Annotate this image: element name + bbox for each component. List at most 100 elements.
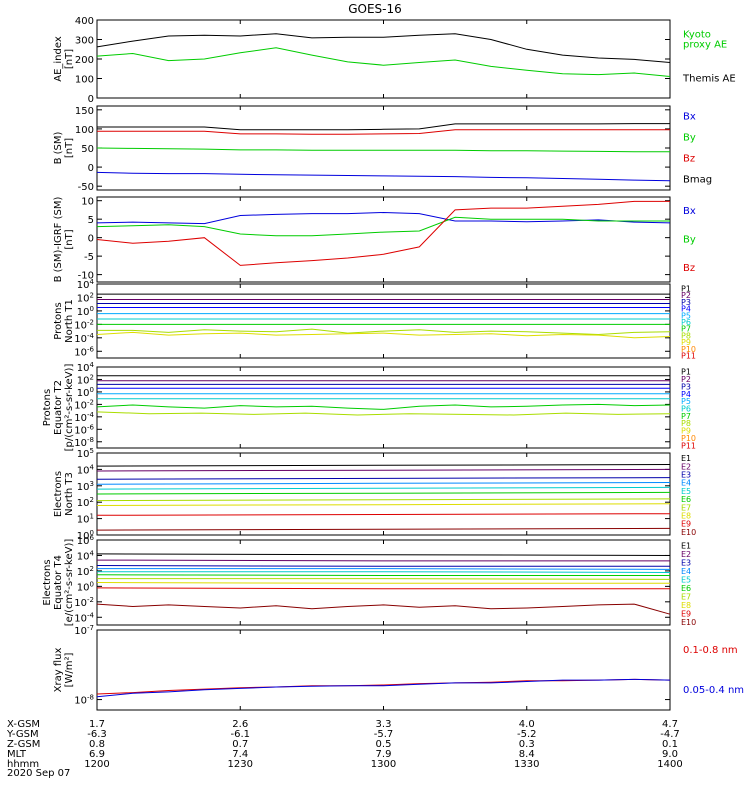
- series-line-e1: [96, 464, 671, 467]
- ephemeris-value: 0.5: [376, 739, 392, 750]
- series-line-0-05-0-4-nm: [96, 678, 671, 698]
- y-axis-label: [p/(cm²-s-sr-keV)]: [64, 364, 75, 452]
- series-line-e5: [96, 486, 671, 490]
- date-label: 2020 Sep 07: [7, 768, 70, 779]
- legend-p6: P6: [681, 405, 691, 414]
- series-line-e6: [96, 574, 670, 576]
- y-tick-label: 10-4: [74, 332, 94, 345]
- y-tick-label: 100: [77, 580, 94, 593]
- legend-e4: E4: [681, 479, 691, 488]
- series-line-by: [96, 216, 670, 237]
- y-tick-label: 10-6: [74, 345, 94, 358]
- y-tick-label: 100: [75, 125, 94, 136]
- legend-p2: P2: [681, 291, 691, 300]
- series-line-e9: [96, 587, 670, 590]
- legend-label: Kyoto: [683, 30, 711, 41]
- ephemeris-row-label: X-GSM: [7, 719, 40, 730]
- y-tick-label: 104: [77, 278, 95, 291]
- y-axis-label: [nT]: [64, 49, 75, 69]
- y-axis-label: Protons: [53, 302, 64, 339]
- legend-e7: E7: [681, 503, 691, 512]
- legend-p9: P9: [681, 427, 691, 436]
- ephemeris-value: 4.7: [662, 719, 678, 730]
- y-tick-label: 10-8: [74, 436, 94, 449]
- y-tick-label: 105: [77, 447, 94, 460]
- y-tick-label: 100: [75, 75, 94, 86]
- y-tick-label: 102: [77, 373, 94, 386]
- y-tick-label: 10: [81, 197, 94, 208]
- y-tick-label: 0: [88, 163, 94, 174]
- legend-p5: P5: [681, 397, 691, 406]
- series-line-bz: [96, 200, 670, 266]
- ephemeris-value: 1300: [371, 759, 396, 770]
- legend-e2: E2: [681, 550, 691, 559]
- y-tick-label: 104: [77, 549, 95, 562]
- chart-title: GOES-16: [348, 2, 402, 16]
- legend-e3: E3: [681, 471, 691, 480]
- ephemeris-value: 1.7: [89, 719, 105, 730]
- legend-p4: P4: [681, 390, 691, 399]
- series-line-e9: [96, 513, 671, 516]
- legend-e8: E8: [681, 601, 691, 610]
- series-line-bx: [96, 211, 671, 225]
- panel-frame: [96, 19, 671, 99]
- ephemeris-value: 7.9: [376, 749, 392, 760]
- legend-p7: P7: [681, 412, 691, 421]
- ephemeris-value: 1400: [657, 759, 682, 770]
- ephemeris-value: 2.6: [232, 719, 248, 730]
- y-axis-label: Equator T2: [53, 380, 64, 435]
- ephemeris-row-label: Y-GSM: [6, 729, 39, 740]
- series-line-p9: [96, 331, 671, 339]
- y-tick-label: 0: [88, 234, 94, 245]
- y-tick-label: 300: [75, 36, 94, 47]
- y-tick-label: 10-2: [74, 318, 94, 331]
- y-tick-label: 101: [77, 513, 94, 526]
- legend-label: By: [683, 133, 696, 144]
- legend-e7: E7: [681, 592, 691, 601]
- series-line-e7: [97, 578, 671, 580]
- legend-label: Bx: [683, 206, 696, 217]
- legend-p7: P7: [681, 325, 691, 334]
- legend-p10: P10: [681, 345, 696, 354]
- y-tick-label: 103: [77, 480, 94, 493]
- y-axis-label: B (SM): [53, 131, 64, 164]
- legend-e5: E5: [681, 487, 691, 496]
- y-tick-label: 10-8: [74, 694, 94, 707]
- legend-label: Bz: [683, 263, 695, 274]
- legend-p3: P3: [681, 298, 691, 307]
- panel-2: -50 0 50 100 150 B (SM) [nT] Bx By Bz Bmag: [53, 105, 712, 193]
- ephemeris-value: 4.0: [519, 719, 535, 730]
- y-axis-label: Equator T4: [53, 555, 64, 610]
- y-tick-label: 102: [77, 496, 94, 509]
- ephemeris-value: -5.7: [374, 729, 394, 740]
- legend-e3: E3: [681, 558, 691, 567]
- series-line-e2: [96, 559, 670, 562]
- legend-label: 0.05-0.4 nm: [683, 685, 744, 696]
- y-axis-label: [W/m²]: [64, 652, 75, 687]
- y-axis-label: [nT]: [64, 229, 75, 249]
- ephemeris-value: 9.0: [662, 749, 678, 760]
- y-axis-label: B (SM)-IGRF (SM): [53, 197, 64, 283]
- series-line-e7: [96, 498, 671, 502]
- series-line-bx: [96, 171, 671, 182]
- legend-e10: E10: [681, 618, 696, 627]
- ephemeris-value: 6.9: [89, 749, 105, 760]
- ephemeris-value: 0.7: [232, 739, 248, 750]
- legend-p11: P11: [681, 352, 696, 361]
- series-line-e8: [96, 582, 670, 584]
- series-line-e3: [96, 565, 670, 567]
- legend-p3: P3: [681, 382, 691, 391]
- legend-e9: E9: [681, 520, 691, 529]
- ephemeris-row-label: Z-GSM: [7, 739, 40, 750]
- ephemeris-value: 1330: [514, 759, 539, 770]
- ephemeris-row-label: MLT: [7, 749, 27, 760]
- series-line-e6: [96, 491, 671, 495]
- legend-e4: E4: [681, 567, 691, 576]
- ephemeris-value: 1230: [228, 759, 253, 770]
- series-line-bmag: [97, 123, 670, 131]
- legend-p6: P6: [681, 318, 691, 327]
